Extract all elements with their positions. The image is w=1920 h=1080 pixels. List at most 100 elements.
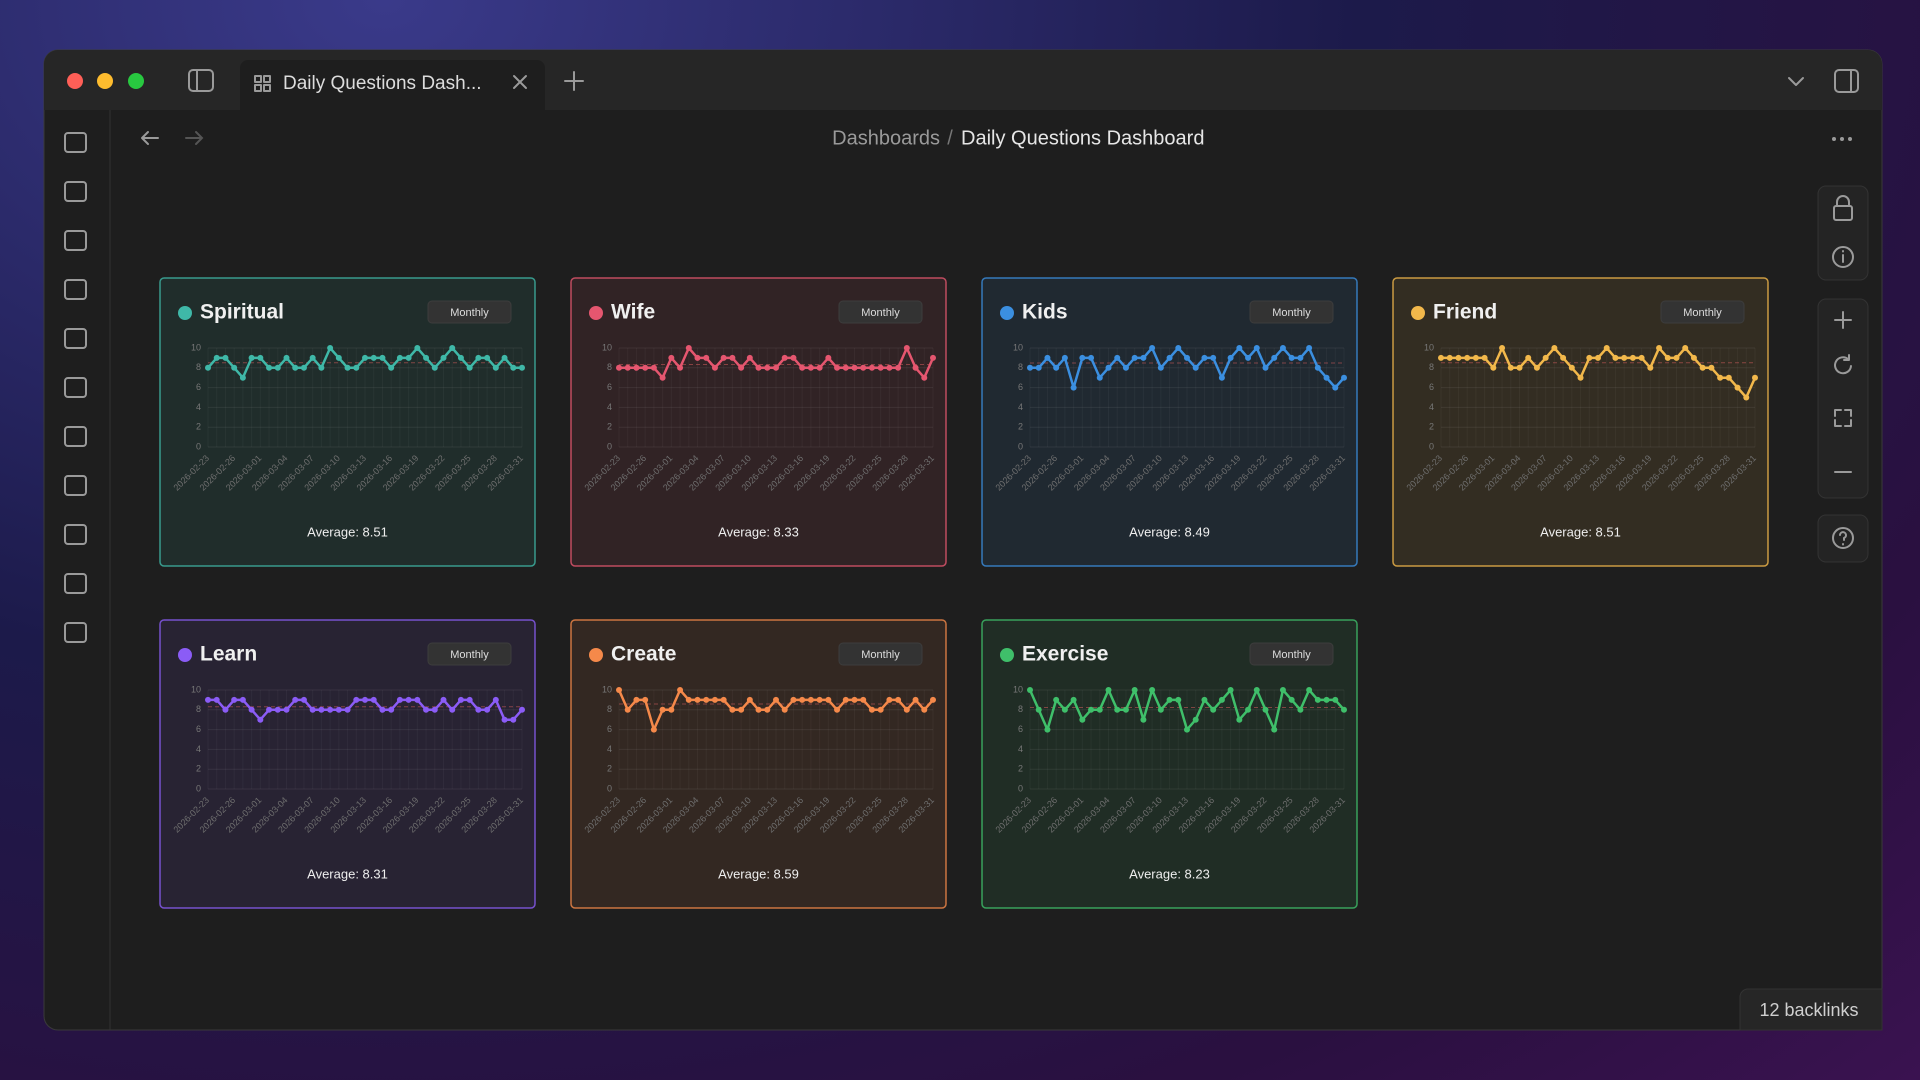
data-point xyxy=(362,354,368,361)
backlinks-box[interactable] xyxy=(1739,988,1883,1031)
data-point xyxy=(1027,687,1033,693)
data-point xyxy=(1586,354,1593,361)
card-border xyxy=(1392,277,1769,567)
right-sidebar-toggle[interactable] xyxy=(1834,69,1859,93)
period-button[interactable] xyxy=(838,642,923,666)
data-point xyxy=(842,364,849,371)
ribbon-icon[interactable] xyxy=(64,426,87,447)
period-button[interactable] xyxy=(1249,300,1334,324)
data-point xyxy=(475,354,482,361)
data-point xyxy=(633,364,640,371)
card-background xyxy=(160,278,535,566)
lock[interactable] xyxy=(1833,205,1853,221)
data-point xyxy=(694,354,701,361)
card-title: Friend xyxy=(1433,301,1497,324)
zoom-in[interactable] xyxy=(1834,311,1852,329)
data-point xyxy=(1551,345,1558,351)
y-tick-label: 2 xyxy=(607,764,612,774)
card-border xyxy=(981,277,1358,567)
y-tick-label: 4 xyxy=(1429,402,1434,412)
back[interactable] xyxy=(141,131,159,145)
data-point xyxy=(1236,345,1243,351)
period-button[interactable] xyxy=(427,642,512,666)
forward[interactable] xyxy=(185,131,204,145)
sidebar-toggle[interactable] xyxy=(188,69,214,92)
fit[interactable] xyxy=(1834,409,1852,427)
data-point xyxy=(781,706,788,713)
card-background xyxy=(1393,278,1768,566)
data-point xyxy=(1027,364,1033,371)
data-point xyxy=(1725,374,1732,381)
data-point xyxy=(362,696,368,703)
data-point xyxy=(860,364,867,371)
data-point xyxy=(466,364,473,371)
breadcrumb-parent[interactable]: Dashboards xyxy=(832,127,940,149)
ribbon-icon[interactable] xyxy=(64,181,87,202)
ribbon-icon[interactable] xyxy=(64,524,87,545)
card-border xyxy=(570,619,947,909)
more-options[interactable] xyxy=(1832,137,1852,141)
y-tick-label: 10 xyxy=(602,684,612,694)
period-button[interactable] xyxy=(838,300,923,324)
data-point xyxy=(729,706,736,713)
data-point xyxy=(825,696,832,703)
tab-list[interactable] xyxy=(1788,77,1804,86)
data-point xyxy=(1332,384,1339,391)
new-tab[interactable] xyxy=(564,71,584,91)
y-tick-label: 6 xyxy=(1018,382,1023,392)
data-point xyxy=(1227,354,1234,361)
active-tab[interactable] xyxy=(240,60,545,110)
data-point xyxy=(816,364,823,371)
data-point xyxy=(370,696,377,703)
data-point xyxy=(851,364,858,371)
data-point xyxy=(1446,354,1453,361)
data-point xyxy=(1140,354,1147,361)
data-point xyxy=(388,364,395,371)
ribbon-icon[interactable] xyxy=(64,622,87,643)
data-point xyxy=(1070,696,1077,703)
help[interactable] xyxy=(1832,527,1854,549)
ribbon-icon[interactable] xyxy=(64,475,87,496)
data-point xyxy=(266,364,273,371)
minimize-window[interactable] xyxy=(97,73,113,89)
close-window[interactable] xyxy=(67,73,83,89)
y-tick-label: 8 xyxy=(196,704,201,714)
data-point xyxy=(1699,364,1706,371)
data-point xyxy=(1664,354,1671,361)
data-point xyxy=(353,696,360,703)
data-point xyxy=(1323,374,1330,381)
y-tick-label: 2 xyxy=(607,422,612,432)
chart-card: Wife Monthly02468102026-02-232026-02-2620… xyxy=(570,277,947,567)
data-point xyxy=(327,345,334,351)
data-point xyxy=(205,364,211,371)
maximize-window[interactable] xyxy=(128,73,144,89)
period-button[interactable] xyxy=(1660,300,1745,324)
data-point xyxy=(807,364,814,371)
data-point xyxy=(1201,696,1208,703)
ribbon-icon[interactable] xyxy=(64,279,87,300)
data-point xyxy=(1708,364,1715,371)
data-point xyxy=(1262,706,1269,713)
data-point xyxy=(1717,374,1724,381)
ribbon-icon[interactable] xyxy=(64,377,87,398)
card-border xyxy=(159,619,536,909)
period-button[interactable] xyxy=(427,300,512,324)
data-point xyxy=(738,706,745,713)
ribbon-icon[interactable] xyxy=(64,328,87,349)
ribbon-icon[interactable] xyxy=(64,573,87,594)
data-point xyxy=(773,696,779,703)
data-point xyxy=(642,696,649,703)
tab-close[interactable] xyxy=(513,75,527,89)
data-point xyxy=(1332,696,1339,703)
average-label: Average: 8.59 xyxy=(718,866,799,881)
data-point xyxy=(1481,354,1488,361)
period-button[interactable] xyxy=(1249,642,1334,666)
reset-zoom[interactable] xyxy=(1834,354,1852,375)
data-point xyxy=(1079,716,1086,723)
data-point xyxy=(851,696,858,703)
y-tick-label: 8 xyxy=(196,362,201,372)
ribbon-icon[interactable] xyxy=(64,230,87,251)
info[interactable] xyxy=(1832,246,1854,268)
data-point xyxy=(431,706,438,713)
ribbon-icon[interactable] xyxy=(64,132,87,153)
